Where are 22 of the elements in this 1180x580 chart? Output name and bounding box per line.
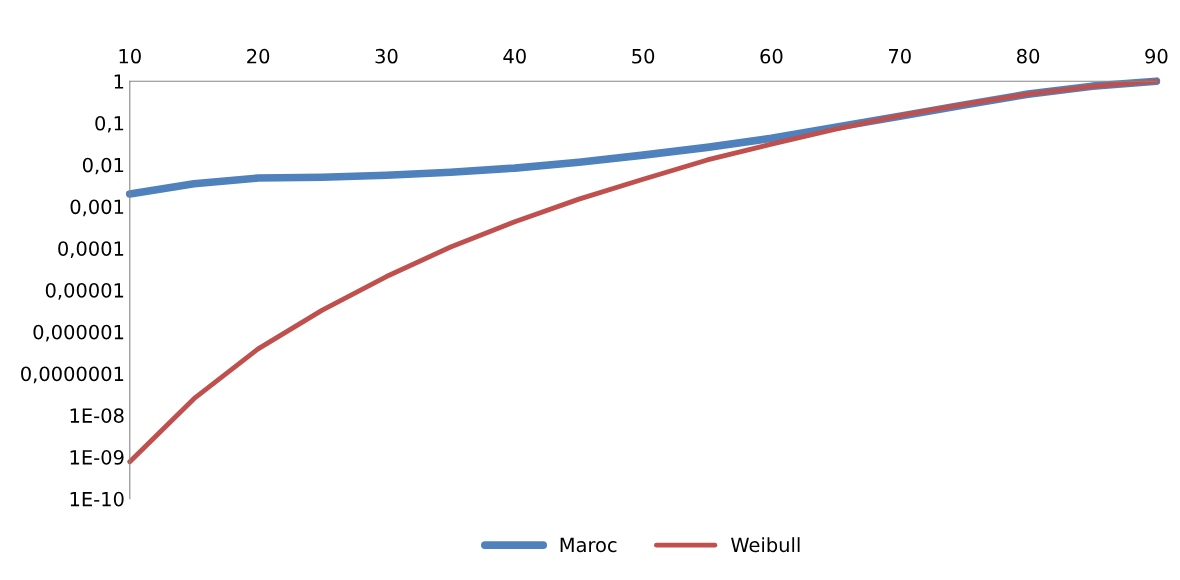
x-tick-label: 70: [888, 48, 911, 64]
legend-label: Weibull: [731, 537, 800, 553]
legend-label: Maroc: [560, 537, 617, 553]
x-tick-label: 10: [119, 48, 141, 64]
y-tick-label: 0,01: [82, 157, 124, 175]
x-tick-label: 40: [503, 48, 526, 64]
y-tick-label: 1E-09: [70, 450, 124, 465]
x-tick-label: 90: [1145, 48, 1168, 64]
x-tick-label: 60: [760, 48, 783, 64]
x-tick-label: 20: [247, 48, 270, 64]
x-tick-label: 30: [375, 48, 398, 64]
y-tick-label: 1: [114, 74, 124, 89]
y-tick-label: 1E-10: [70, 491, 124, 507]
y-tick-label: 0,00001: [45, 282, 124, 300]
y-tick-label: 0,0000001: [21, 366, 124, 384]
y-tick-label: 0,1: [95, 115, 124, 133]
y-tick-label: 1E-08: [70, 408, 124, 423]
y-tick-label: 0,0001: [58, 241, 124, 258]
x-tick-label: 80: [1017, 48, 1040, 64]
y-tick-label: 0,000001: [33, 324, 124, 342]
x-tick-label: 50: [632, 48, 655, 64]
y-tick-label: 0,001: [70, 199, 124, 217]
